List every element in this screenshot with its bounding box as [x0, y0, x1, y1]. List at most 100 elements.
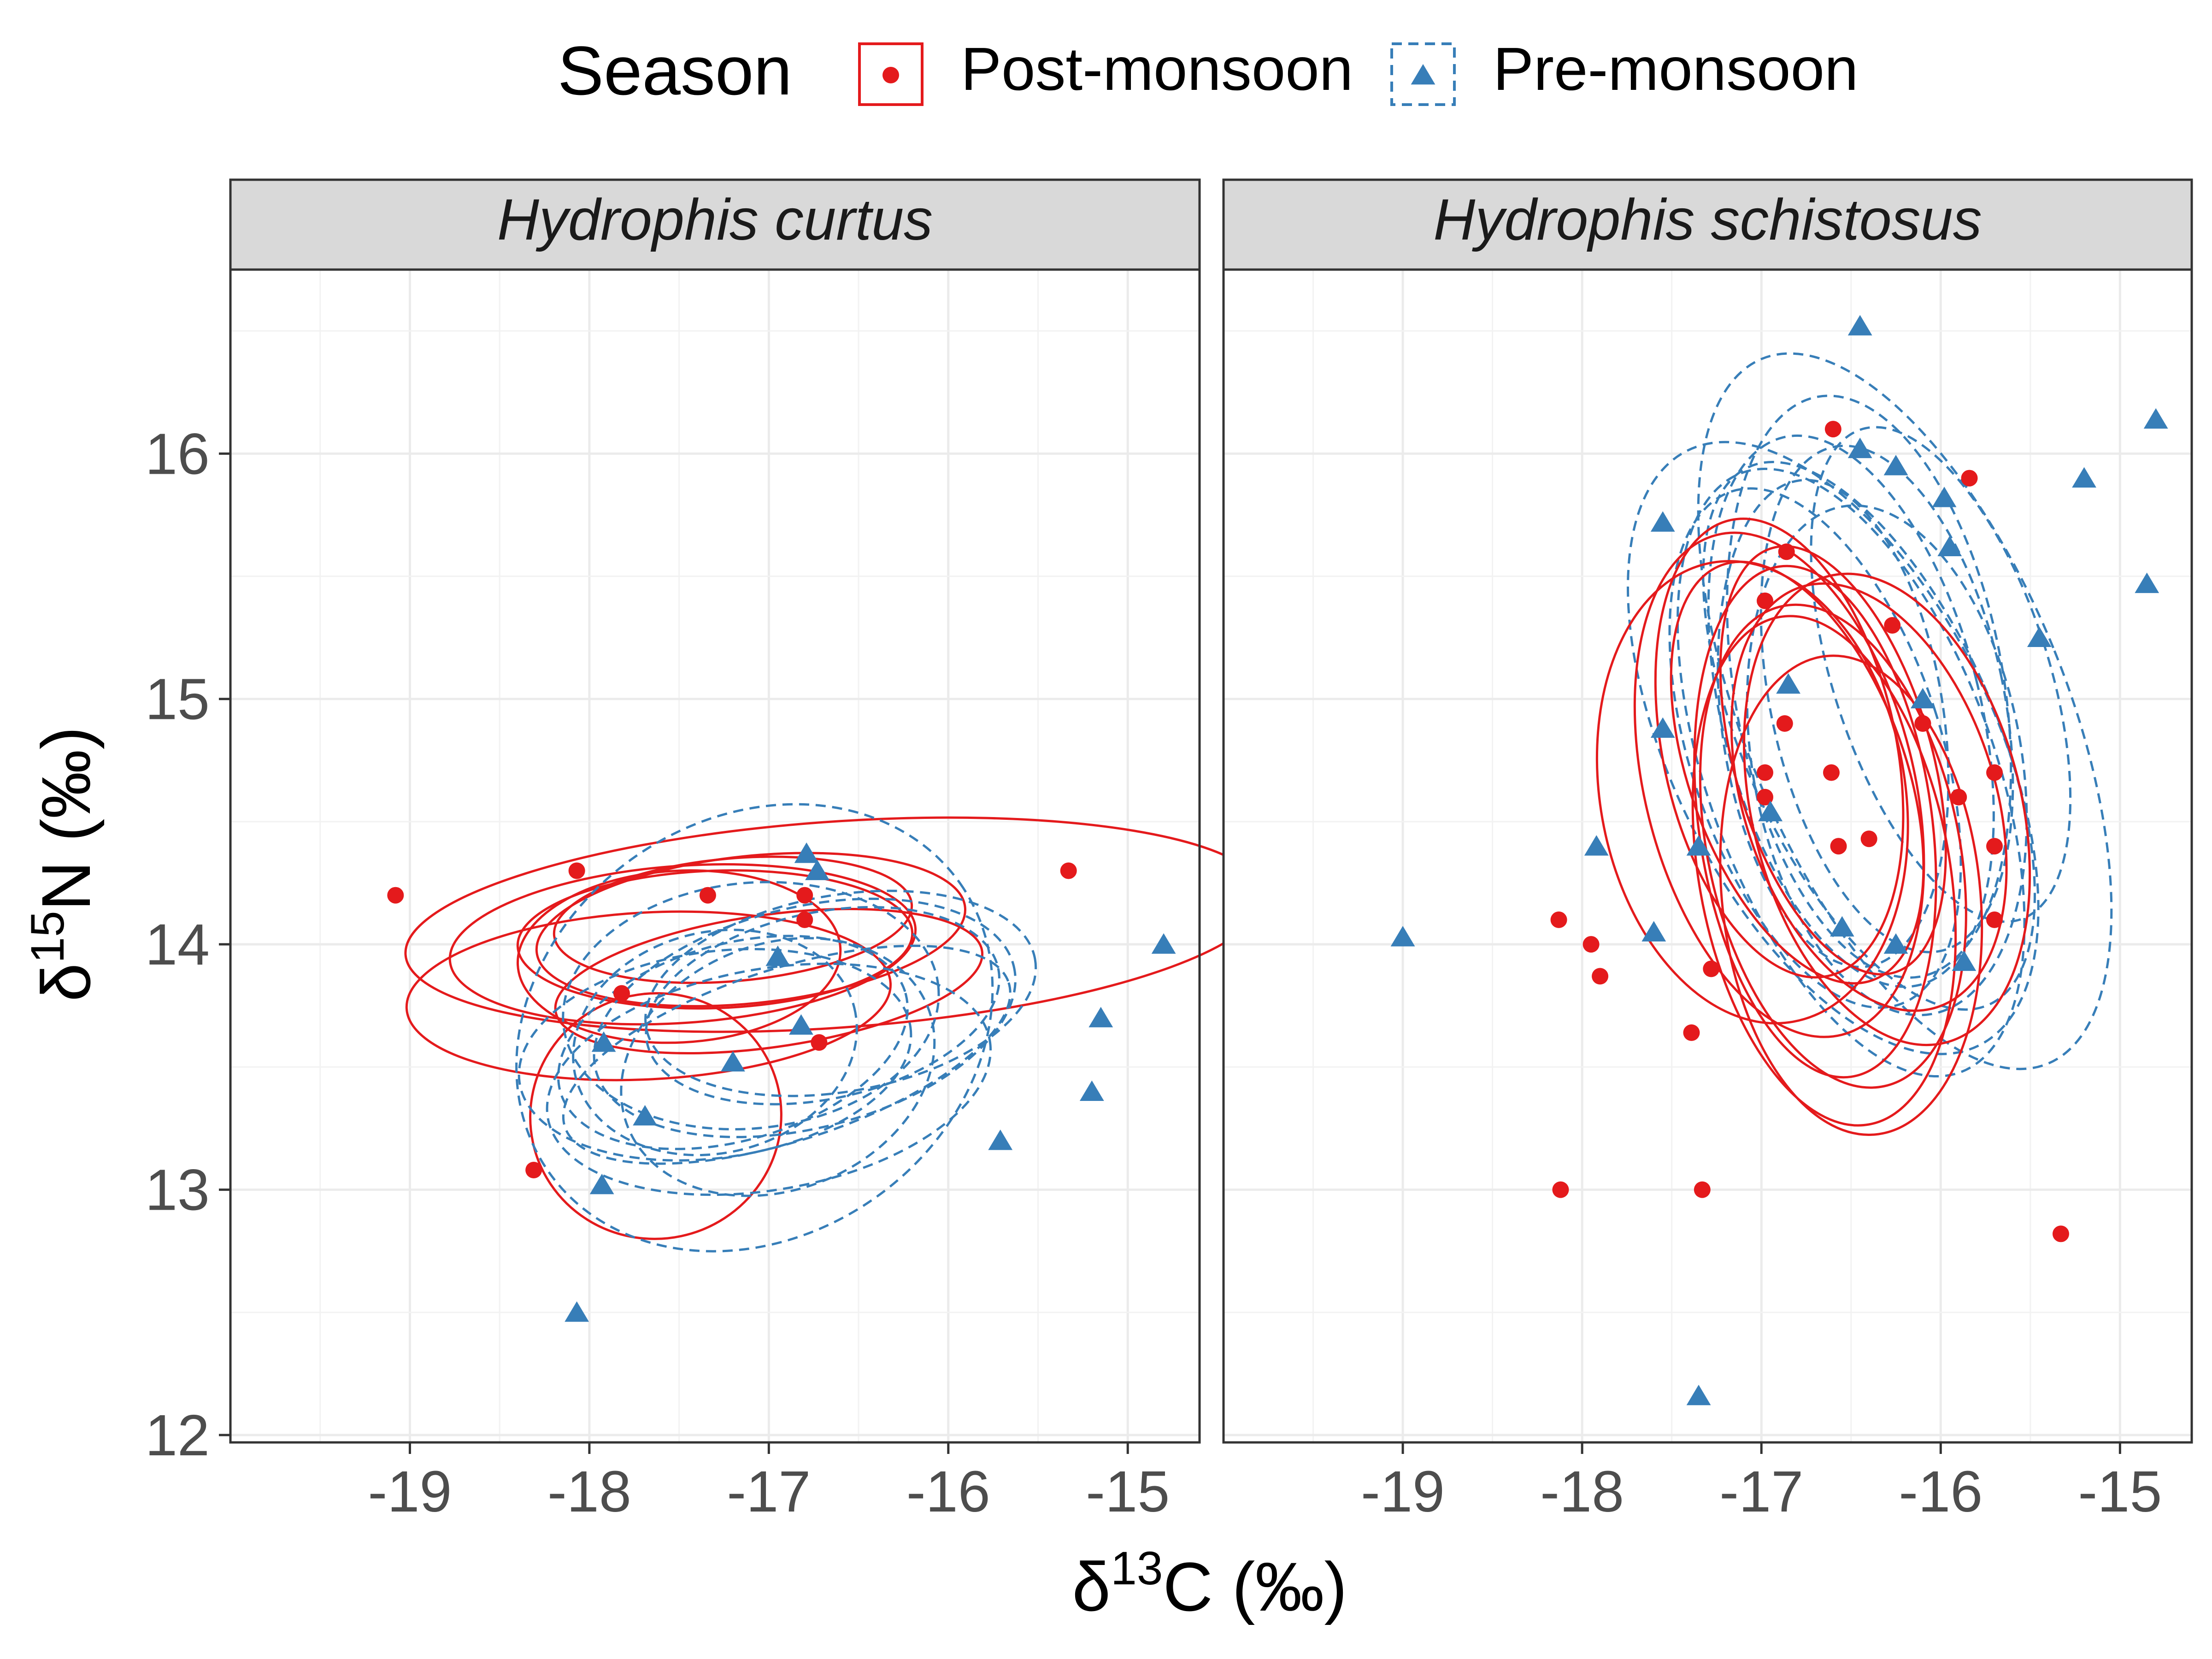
ellipse-pre-monsoon — [644, 889, 1037, 1097]
point-pre-monsoon — [789, 1014, 813, 1035]
y-tick-label: 15 — [145, 667, 210, 732]
legend-title: Season — [558, 32, 792, 109]
point-pre-monsoon — [565, 1301, 589, 1322]
point-pre-monsoon — [988, 1130, 1013, 1150]
point-post-monsoon — [1961, 470, 1978, 487]
ellipse-post-monsoon — [529, 992, 782, 1240]
point-pre-monsoon — [1584, 835, 1609, 856]
point-post-monsoon — [525, 1162, 542, 1179]
point-post-monsoon — [568, 862, 585, 879]
points — [1390, 315, 2168, 1406]
ellipse-pre-monsoon — [1707, 434, 1995, 988]
point-post-monsoon — [1860, 830, 1877, 847]
point-post-monsoon — [1583, 936, 1600, 953]
panel-2: Hydrophis schistosus -19 -18 -17 -16 -15 — [1222, 178, 2193, 1524]
x-tick-label: -18 — [547, 1459, 631, 1524]
point-pre-monsoon — [2072, 467, 2096, 488]
x-axis-title: δ13C (‰) — [1072, 1542, 1347, 1625]
point-pre-monsoon — [805, 859, 830, 880]
ellipse-pre-monsoon — [1717, 479, 1950, 968]
point-post-monsoon — [796, 887, 813, 904]
point-post-monsoon — [796, 911, 813, 928]
ellipse-post-monsoon — [1654, 518, 1905, 979]
points — [387, 842, 1176, 1322]
point-pre-monsoon — [1847, 437, 1872, 459]
x-tick-label: -16 — [1899, 1459, 1983, 1524]
point-pre-monsoon — [794, 842, 819, 863]
point-post-monsoon — [1986, 911, 2003, 928]
legend-marker — [1411, 64, 1435, 85]
legend-marker — [882, 67, 899, 83]
grid — [1224, 270, 2192, 1442]
legend-entries: Post-monsoon Pre-monsoon — [858, 35, 1858, 106]
point-post-monsoon — [1757, 764, 1774, 781]
point-post-monsoon — [2052, 1225, 2069, 1242]
point-pre-monsoon — [1883, 454, 1908, 476]
ellipse-pre-monsoon — [1668, 487, 1962, 1009]
point-pre-monsoon — [1151, 933, 1176, 954]
ellipse-post-monsoon — [1595, 560, 1909, 1024]
x-tick-label: -19 — [368, 1459, 452, 1524]
point-pre-monsoon — [589, 1173, 614, 1194]
ellipse-pre-monsoon — [620, 937, 936, 1197]
point-post-monsoon — [1694, 1181, 1711, 1198]
point-post-monsoon — [811, 1034, 828, 1051]
ellipse-post-monsoon — [1719, 654, 1983, 1136]
legend-label: Pre-monsoon — [1493, 35, 1858, 103]
point-post-monsoon — [613, 985, 630, 1002]
x-tick-label: -16 — [906, 1459, 990, 1524]
ellipse-pre-monsoon — [593, 897, 1017, 1138]
point-post-monsoon — [1776, 715, 1793, 732]
point-pre-monsoon — [1883, 933, 1908, 954]
ellipse-post-monsoon — [1633, 531, 1925, 1038]
point-pre-monsoon — [1932, 487, 1957, 507]
point-pre-monsoon — [591, 1031, 616, 1052]
point-post-monsoon — [1986, 764, 2003, 781]
x-tick-label: -19 — [1361, 1459, 1445, 1524]
ellipse-pre-monsoon — [515, 803, 994, 1253]
ellipse-pre-monsoon — [1759, 444, 2014, 953]
point-pre-monsoon — [1937, 535, 1962, 557]
y-tick-label: 12 — [145, 1403, 210, 1468]
ellipse-pre-monsoon — [562, 881, 940, 1130]
ellipses — [1595, 352, 2113, 1136]
ellipse-pre-monsoon — [562, 944, 1012, 1165]
panel-1: Hydrophis curtus-19 -18 -17 -16 -15121314151… — [145, 178, 1266, 1524]
ellipse-pre-monsoon — [645, 906, 1000, 1106]
y-ticks: 12 13 14 15 16 — [145, 421, 230, 1468]
point-post-monsoon — [1830, 838, 1847, 855]
legend-key-post-monsoon: Post-monsoon — [858, 35, 1353, 106]
point-post-monsoon — [1060, 862, 1077, 879]
point-pre-monsoon — [1079, 1080, 1104, 1101]
panels: Hydrophis curtus-19 -18 -17 -16 -15121314151… — [145, 178, 2193, 1524]
legend-key-pre-monsoon: Pre-monsoon — [1390, 35, 1858, 106]
point-post-monsoon — [1823, 764, 1840, 781]
x-ticks: -19 -18 -17 -16 -15 — [368, 1442, 1170, 1524]
point-post-monsoon — [1884, 617, 1901, 634]
point-pre-monsoon — [1686, 1384, 1711, 1406]
point-post-monsoon — [699, 887, 716, 904]
y-axis-title: δ15N (‰) — [21, 727, 105, 1002]
point-post-monsoon — [1986, 838, 2003, 855]
ellipse-pre-monsoon — [1746, 504, 2028, 1017]
x-tick-label: -15 — [2078, 1459, 2162, 1524]
point-pre-monsoon — [1776, 673, 1800, 694]
facet-strip: Hydrophis schistosus — [1222, 178, 2193, 271]
point-pre-monsoon — [1847, 315, 1872, 335]
facet-strip: Hydrophis curtus — [229, 178, 1201, 271]
ellipse-post-monsoon — [1691, 615, 1957, 1127]
point-post-monsoon — [1550, 911, 1567, 928]
point-post-monsoon — [1757, 788, 1774, 806]
ellipse-pre-monsoon — [572, 929, 858, 1157]
point-post-monsoon — [1552, 1181, 1569, 1198]
point-post-monsoon — [1592, 968, 1609, 985]
ellipse-pre-monsoon — [546, 962, 992, 1196]
point-pre-monsoon — [721, 1051, 745, 1072]
grid — [230, 270, 1200, 1442]
point-post-monsoon — [1757, 592, 1774, 609]
ellipse-post-monsoon — [405, 910, 892, 1082]
y-tick-label: 13 — [145, 1158, 210, 1223]
point-pre-monsoon — [1830, 916, 1854, 937]
x-tick-label: -15 — [1086, 1459, 1170, 1524]
